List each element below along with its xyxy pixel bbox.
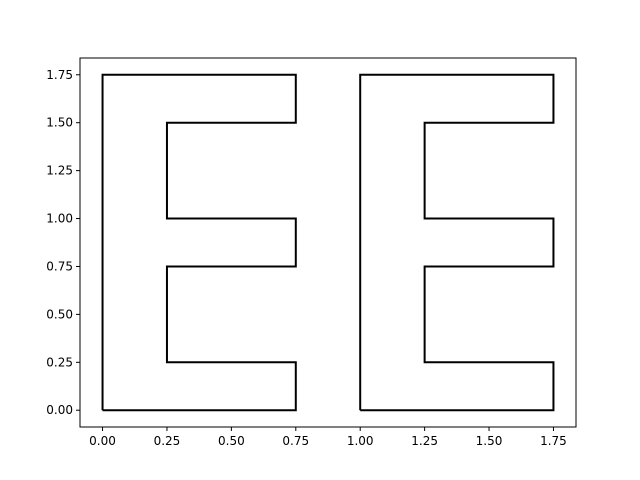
x-tick-label: 0.50 <box>218 434 245 448</box>
y-tick-label: 0.50 <box>46 307 73 321</box>
plot-frame <box>79 57 577 428</box>
y-tick-label: 0.25 <box>46 355 73 369</box>
plot-area <box>80 58 576 427</box>
y-tick-label: 1.50 <box>46 116 73 130</box>
x-tick-label: 0.00 <box>89 434 116 448</box>
y-tick-label: 0.75 <box>46 259 73 273</box>
x-tick-label: 1.00 <box>347 434 374 448</box>
series-line-1 <box>101 73 297 412</box>
series-line-2 <box>359 73 555 412</box>
x-tick-label: 0.75 <box>282 434 309 448</box>
x-tick-label: 1.75 <box>540 434 567 448</box>
y-axis: 0.00 0.25 0.50 0.75 1.00 1.25 1.50 1.75 <box>46 68 80 417</box>
y-tick-label: 1.25 <box>46 164 73 178</box>
y-tick-label: 1.75 <box>46 68 73 82</box>
x-tick-label: 1.25 <box>411 434 438 448</box>
x-axis: 0.00 0.25 0.50 0.75 1.00 1.25 1.50 1.75 <box>89 427 567 448</box>
series-layer <box>101 73 555 412</box>
y-tick-label: 1.00 <box>46 212 73 226</box>
x-tick-label: 0.25 <box>154 434 181 448</box>
y-tick-label: 0.00 <box>46 403 73 417</box>
x-tick-label: 1.50 <box>476 434 503 448</box>
